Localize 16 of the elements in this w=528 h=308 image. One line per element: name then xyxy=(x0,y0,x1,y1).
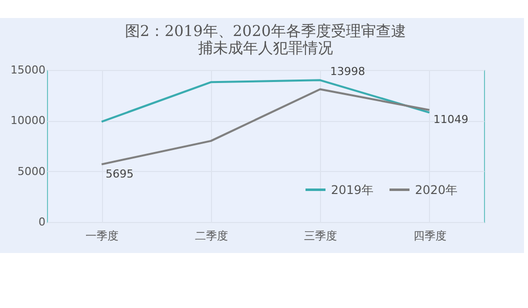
data-label: 5695 xyxy=(106,167,134,180)
data-label: 13998 xyxy=(330,65,366,78)
x-tick-label: 一季度 xyxy=(86,230,119,242)
y-tick-label: 0 xyxy=(38,216,46,228)
line-series xyxy=(100,79,430,123)
x-tick-label: 二季度 xyxy=(194,230,228,242)
x-tick-label: 三季度 xyxy=(304,230,338,242)
legend-label: 2020年 xyxy=(415,182,458,197)
chart-title: 图2：2019年、2020年各季度受理审查逮捕未成年人犯罪情况 xyxy=(125,22,406,57)
y-tick-label: 5000 xyxy=(18,164,46,178)
x-tick-label: 四季度 xyxy=(413,230,446,242)
y-tick-label: 15000 xyxy=(10,64,46,76)
line-series xyxy=(100,88,430,166)
legend-label: 2019年 xyxy=(331,182,374,197)
y-tick-label: 10000 xyxy=(10,114,46,128)
data-label: 11049 xyxy=(433,113,468,126)
